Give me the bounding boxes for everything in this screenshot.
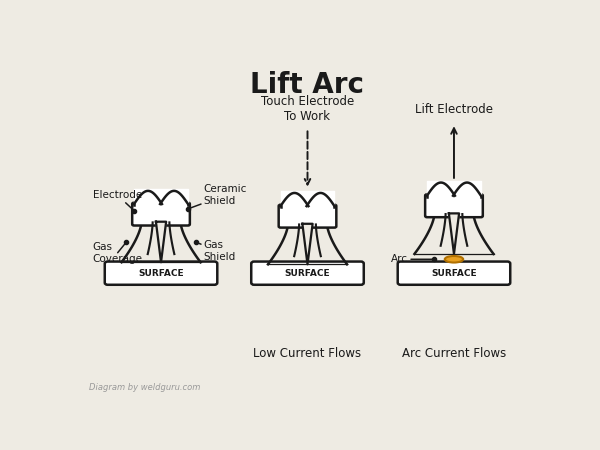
FancyBboxPatch shape (132, 202, 190, 225)
Text: Lift Electrode: Lift Electrode (415, 103, 493, 116)
FancyBboxPatch shape (398, 261, 510, 285)
FancyBboxPatch shape (278, 205, 337, 228)
Text: Lift Arc: Lift Arc (251, 71, 365, 99)
Polygon shape (156, 222, 166, 262)
Polygon shape (121, 222, 200, 262)
Polygon shape (415, 214, 493, 254)
Polygon shape (268, 225, 347, 264)
Text: Gas
Shield: Gas Shield (196, 240, 236, 262)
Text: Gas
Coverage: Gas Coverage (92, 242, 143, 264)
Text: SURFACE: SURFACE (431, 269, 477, 278)
Polygon shape (440, 214, 467, 246)
Text: Ceramic
Shield: Ceramic Shield (188, 184, 247, 209)
Polygon shape (148, 222, 175, 254)
Text: Electrode: Electrode (92, 190, 142, 211)
Ellipse shape (445, 256, 463, 262)
FancyBboxPatch shape (105, 261, 217, 285)
FancyBboxPatch shape (425, 194, 483, 217)
Polygon shape (449, 213, 459, 254)
Text: SURFACE: SURFACE (284, 269, 331, 278)
Text: Arc Current Flows: Arc Current Flows (402, 347, 506, 360)
Text: Low Current Flows: Low Current Flows (253, 347, 362, 360)
Polygon shape (302, 224, 313, 264)
Text: Touch Electrode
To Work: Touch Electrode To Work (261, 95, 354, 123)
Text: Arc: Arc (391, 254, 434, 264)
Text: Diagram by weldguru.com: Diagram by weldguru.com (89, 383, 200, 392)
Polygon shape (294, 225, 321, 256)
FancyBboxPatch shape (251, 261, 364, 285)
Text: SURFACE: SURFACE (138, 269, 184, 278)
